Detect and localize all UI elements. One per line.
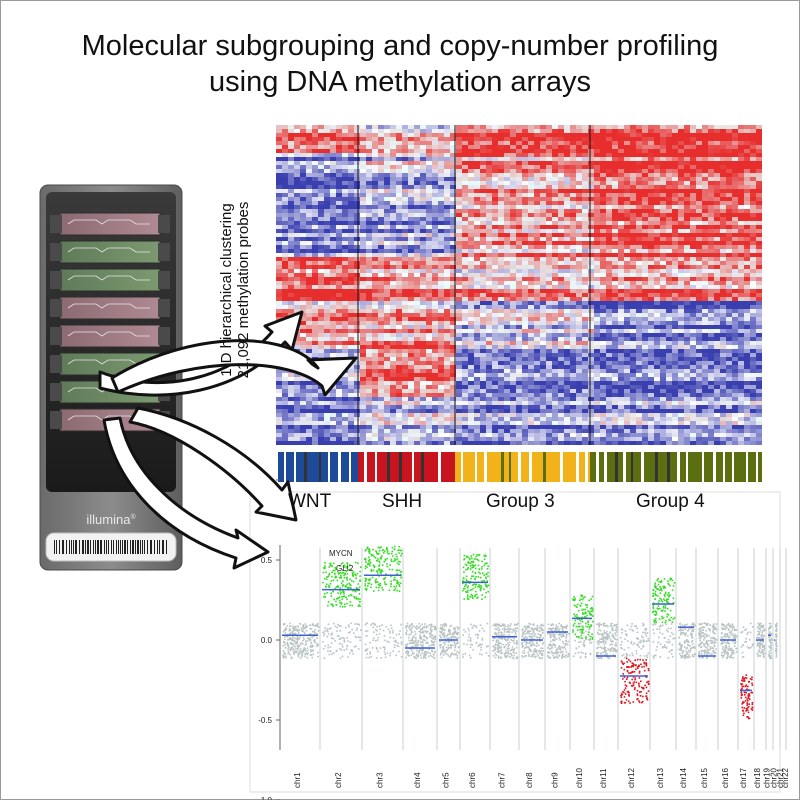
group-label-group3: Group 3 xyxy=(486,491,555,512)
chromosome-label: chr3 xyxy=(376,772,385,788)
group-label-group4: Group 4 xyxy=(636,491,705,512)
cnv-panel xyxy=(249,491,781,793)
chromosome-label: chr20 xyxy=(770,767,779,788)
array-brand-label: illumina® xyxy=(86,512,136,527)
cnv-y-tick-label: 0.5 xyxy=(261,556,273,565)
heatmap-ylabel: 1-D hierarchical clustering 21,092 methy… xyxy=(185,190,285,390)
chromosome-label: chr22 xyxy=(781,767,790,788)
figure-title: Molecular subgrouping and copy-number pr… xyxy=(0,28,800,100)
chromosome-label: chr2 xyxy=(334,772,343,788)
gli2-annotation: GLI2 xyxy=(336,564,354,573)
heatmap-ylabel-line-2: 21,092 methylation probes xyxy=(235,201,252,379)
chromosome-label: chr8 xyxy=(525,772,534,788)
chromosome-label: chr19 xyxy=(763,767,772,788)
cnv-y-tick-label: 0.0 xyxy=(261,636,273,645)
heatmap-ylabel-line-1: 1-D hierarchical clustering xyxy=(218,203,235,377)
group-label-wnt: WNT xyxy=(288,491,332,512)
chromosome-label: chr9 xyxy=(551,772,560,788)
subgroup-color-bar xyxy=(278,452,762,482)
chromosome-label: chr6 xyxy=(468,772,477,788)
mycn-annotation: MYCN xyxy=(329,549,353,558)
chromosome-label: chr7 xyxy=(498,772,507,788)
chromosome-label: chr10 xyxy=(575,767,584,788)
cnv-y-tick-label: -1.0 xyxy=(258,796,272,800)
barcode-icon xyxy=(54,540,167,554)
chromosome-label: chr11 xyxy=(599,768,608,788)
methylation-heatmap xyxy=(276,125,762,445)
arrow-to-cnv-icon xyxy=(102,406,298,570)
chromosome-label: chr18 xyxy=(753,767,762,788)
chromosome-label: chr5 xyxy=(442,772,451,788)
chromosome-label: chr13 xyxy=(656,767,665,788)
cnv-y-tick-label: -0.5 xyxy=(258,716,272,725)
chromosome-label: chr21 xyxy=(776,767,785,788)
copy-number-plot: 1.00.50.0-0.5-1.0 MYCN GLI2 chr1chr2chr3… xyxy=(249,476,790,800)
chromosome-label: chr1 xyxy=(293,772,302,788)
chromosome-label: chr15 xyxy=(700,767,709,788)
chromosome-label: chr17 xyxy=(739,767,748,788)
title-line-1: Molecular subgrouping and copy-number pr… xyxy=(81,30,719,62)
chromosome-label: chr12 xyxy=(627,767,636,788)
title-line-2: using DNA methylation arrays xyxy=(209,66,591,98)
chromosome-label: chr16 xyxy=(721,767,730,788)
chromosome-label: chr4 xyxy=(413,772,422,788)
group-label-shh: SHH xyxy=(382,491,423,512)
chromosome-label: chr14 xyxy=(679,767,688,788)
arrow-to-heatmap-icon xyxy=(98,310,358,397)
